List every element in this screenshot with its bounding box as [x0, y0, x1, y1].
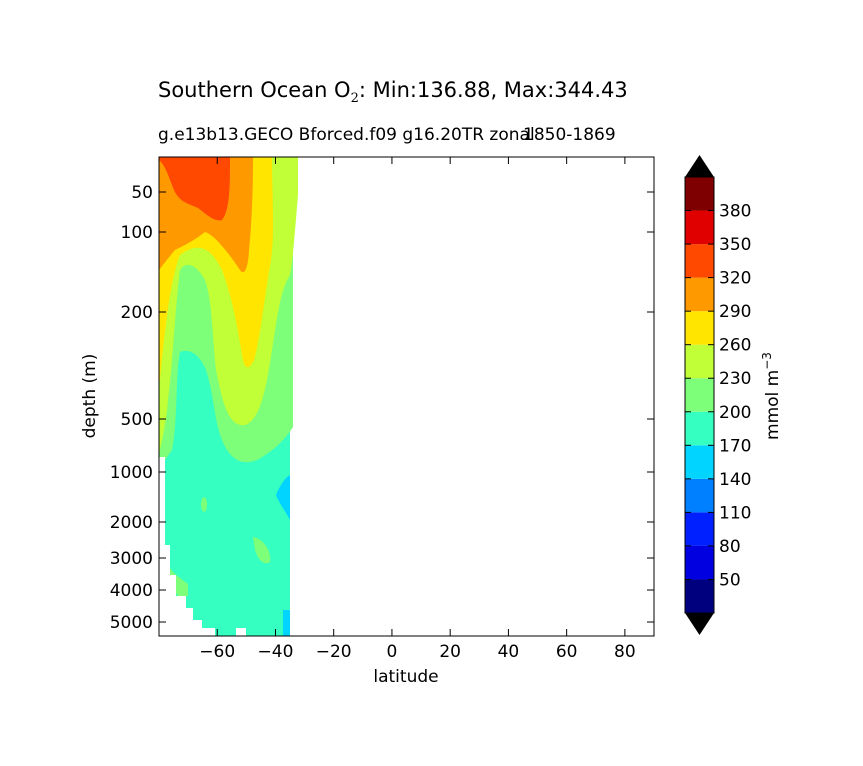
island-2 [253, 537, 271, 564]
colorbar-border [684, 176, 715, 614]
colorbar-band [685, 344, 714, 379]
x-tick-label: −40 [258, 642, 294, 662]
axes-frame [158, 156, 655, 637]
colorbar-band [685, 244, 714, 278]
island-1 [201, 497, 207, 512]
colorbar-tick-label: 260 [719, 336, 751, 356]
y-tick-label: 200 [121, 303, 153, 323]
x-tick-label: −20 [316, 642, 352, 662]
band-320-350 [159, 157, 230, 221]
y-tick-label: 500 [121, 410, 153, 430]
colorbar-band [685, 478, 714, 513]
band-140-170-bottom [283, 610, 290, 636]
colorbar-band [685, 411, 714, 446]
colorbar: 50 80 110 140 170 200 230 260 290 320 350 380 [684, 155, 751, 635]
colorbar-band [685, 445, 714, 479]
colorbar-band [685, 311, 714, 345]
colorbar-tick-label: 140 [719, 470, 751, 490]
colorbar-tick-label: 350 [719, 235, 751, 255]
colorbar-tick-label: 80 [719, 537, 741, 557]
colorbar-band [685, 579, 714, 613]
y-tick-label: 4000 [110, 581, 153, 601]
x-axis: −60 −40 −20 0 20 40 60 80 [199, 157, 636, 662]
chart-subtitle: g.e13b13.GECO Bforced.f09 g16.20TR zonal [158, 125, 535, 145]
colorbar-extend-min [685, 613, 714, 635]
colorbar-tick-label: 110 [719, 503, 751, 523]
x-tick-label: −60 [199, 642, 235, 662]
colorbar-tick-label: 230 [719, 369, 751, 389]
y-tick-label: 1000 [110, 463, 153, 483]
y-axis: 50 100 200 500 1000 2000 3000 4000 5000 [110, 183, 654, 633]
chart-subtitle-years: 1850-1869 [523, 125, 616, 145]
y-axis-label: depth (m) [80, 354, 100, 439]
colorbar-band [685, 177, 714, 211]
y-tick-label: 100 [121, 223, 153, 243]
colorbar-band [685, 512, 714, 546]
y-tick-label: 2000 [110, 513, 153, 533]
colorbar-tick-label: 380 [719, 202, 751, 222]
colorbar-band [685, 378, 714, 412]
plot-border [158, 156, 655, 637]
colorbar-band [685, 277, 714, 312]
colorbar-tick-label: 50 [719, 570, 741, 590]
y-tick-label: 50 [131, 183, 153, 203]
x-tick-label: 20 [439, 642, 461, 662]
x-tick-label: 80 [614, 642, 636, 662]
colorbar-band [685, 545, 714, 580]
band-140-170 [276, 475, 290, 520]
y-tick-label: 3000 [110, 549, 153, 569]
missing-data-2 [236, 628, 246, 636]
x-tick-label: 40 [498, 642, 520, 662]
contour-fills [159, 157, 298, 636]
x-tick-label: 0 [387, 642, 398, 662]
missing-data [159, 457, 215, 636]
chart-title: Southern Ocean O2: Min:136.88, Max:344.4… [158, 78, 628, 107]
colorbar-tick-label: 290 [719, 302, 751, 322]
colorbar-tick-label: 320 [719, 269, 751, 289]
y-tick-label: 5000 [110, 613, 153, 633]
colorbar-label: mmol m−3 [760, 352, 783, 440]
colorbar-band [685, 210, 714, 245]
colorbar-tick-label: 170 [719, 436, 751, 456]
x-tick-label: 60 [556, 642, 578, 662]
colorbar-extend-max [685, 155, 714, 177]
colorbar-tick-label: 200 [719, 403, 751, 423]
x-axis-label: latitude [373, 667, 438, 687]
